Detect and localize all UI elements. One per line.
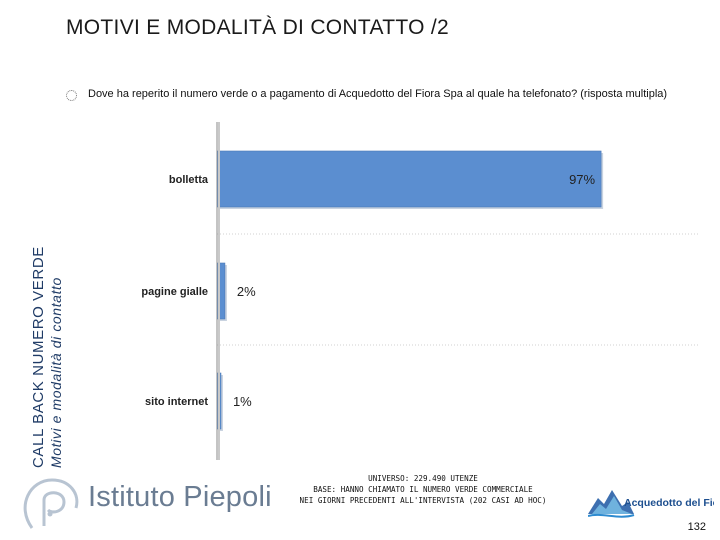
value-label: 2% [237, 284, 256, 299]
value-label: 97% [569, 172, 595, 187]
brand-name: Istituto Piepoli [88, 481, 272, 513]
category-label: bolletta [169, 174, 209, 186]
survey-question: Dove ha reperito il numero verde o a pag… [88, 88, 668, 100]
universe-note: UNIVERSO: 229.490 UTENZE BASE: HANNO CHI… [278, 473, 568, 506]
bar-bolletta [216, 150, 602, 208]
universe-line: UNIVERSO: 229.490 UTENZE [368, 474, 478, 483]
base-line: BASE: HANNO CHIAMATO IL NUMERO VERDE COM… [313, 485, 533, 494]
bar-chart: bolletta 97% pagine gialle 2% sito internet 1… [141, 122, 700, 460]
base-detail-line: NEI GIORNI PRECEDENTI ALL'INTERVISTA (20… [299, 496, 547, 505]
value-label: 1% [233, 394, 252, 409]
category-label: sito internet [145, 396, 208, 408]
category-label: pagine gialle [141, 286, 208, 298]
bullet-icon [66, 90, 77, 101]
client-logo-text: Acquedotto del Fiora [624, 497, 714, 509]
acquedotto-logo: Acquedotto del Fiora [587, 484, 720, 523]
page-title: MOTIVI E MODALITÀ DI CONTATTO /2 [66, 16, 449, 39]
page-number: 132 [687, 521, 706, 533]
piepoli-logo-icon [22, 476, 82, 539]
